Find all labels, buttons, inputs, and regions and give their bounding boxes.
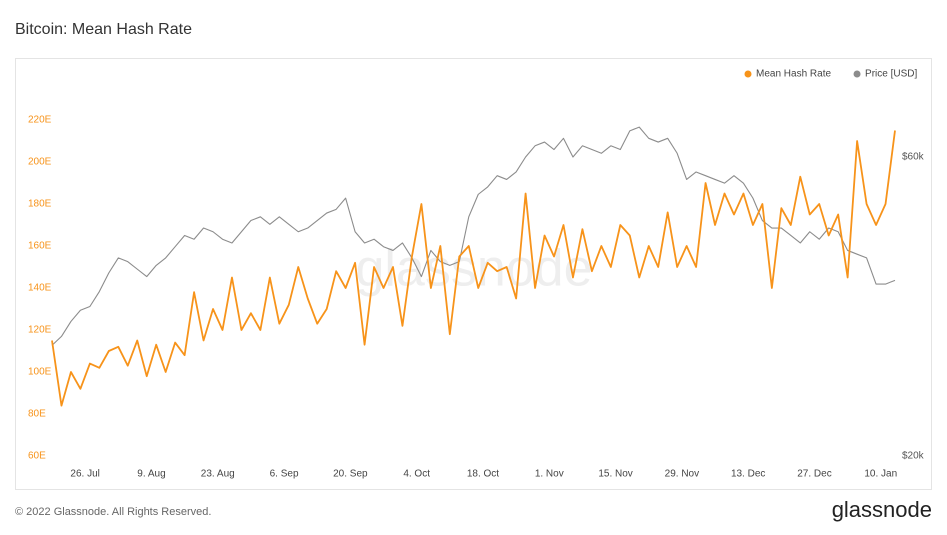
y-tick-label: 120E: [28, 325, 52, 336]
x-tick-label: 26. Jul: [70, 469, 99, 480]
chart-frame: [15, 58, 932, 490]
x-tick-label: 27. Dec: [797, 469, 831, 480]
x-tick-label: 9. Aug: [137, 469, 165, 480]
y-tick-label: 60E: [28, 451, 46, 462]
copyright: © 2022 Glassnode. All Rights Reserved.: [15, 506, 211, 518]
y-tick-label: 200E: [28, 157, 52, 168]
x-tick-label: 29. Nov: [665, 469, 699, 480]
y2-tick-label: $20k: [902, 451, 925, 462]
series-line: [51, 126, 896, 346]
y-tick-label: 100E: [28, 367, 52, 378]
x-tick-label: 18. Oct: [467, 469, 499, 480]
x-tick-label: 13. Dec: [731, 469, 765, 480]
y-tick-label: 180E: [28, 199, 52, 210]
y-tick-label: 220E: [28, 115, 52, 126]
x-tick-label: 4. Oct: [403, 469, 430, 480]
x-tick-label: 10. Jan: [864, 469, 897, 480]
chart-title: Bitcoin: Mean Hash Rate: [15, 21, 192, 38]
y-tick-label: 80E: [28, 409, 46, 420]
x-tick-label: 15. Nov: [598, 469, 632, 480]
y-tick-label: 140E: [28, 283, 52, 294]
x-tick-label: 6. Sep: [270, 469, 299, 480]
legend-swatch: [853, 70, 861, 78]
x-tick-label: 23. Aug: [201, 469, 235, 480]
legend-label: Mean Hash Rate: [756, 69, 831, 80]
y-tick-label: 160E: [28, 241, 52, 252]
x-tick-label: 1. Nov: [535, 469, 564, 480]
logo: glassnode: [832, 497, 932, 522]
legend-label: Price [USD]: [865, 69, 917, 80]
series-line: [51, 130, 896, 407]
x-tick-label: 20. Sep: [333, 469, 368, 480]
legend-swatch: [744, 70, 752, 78]
y2-tick-label: $60k: [902, 152, 925, 163]
